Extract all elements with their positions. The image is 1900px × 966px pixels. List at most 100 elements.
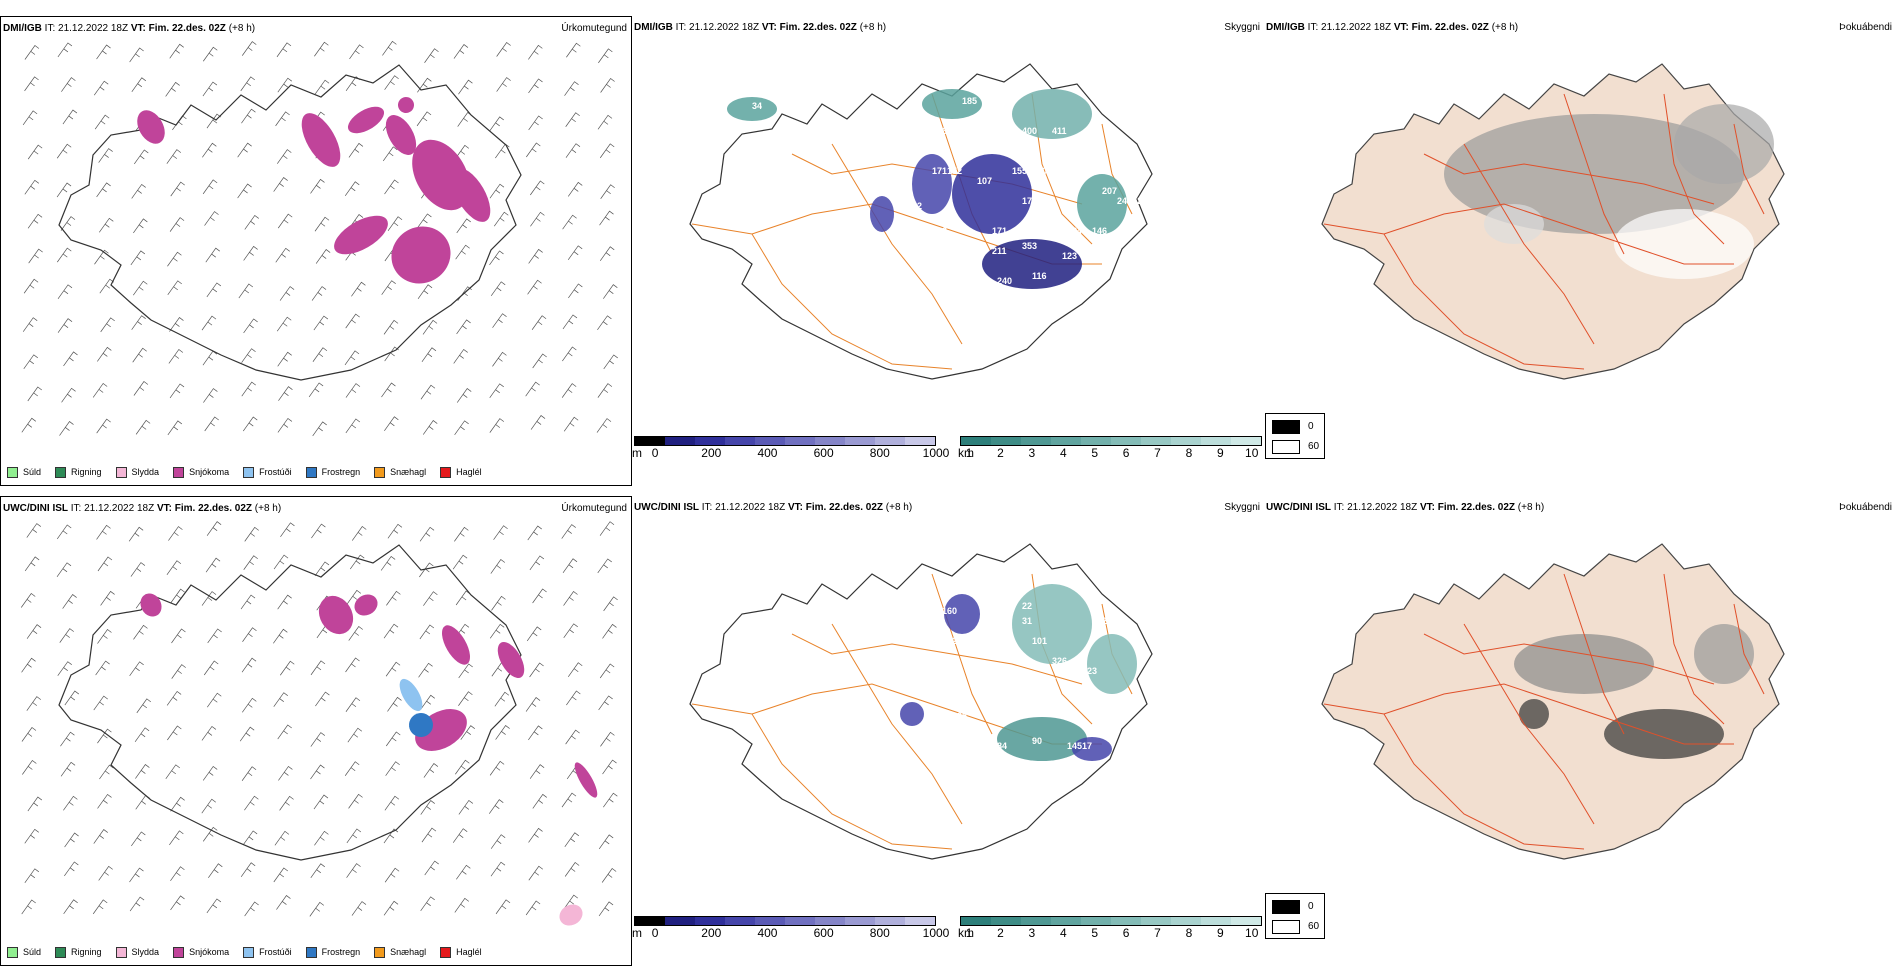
wind-barb bbox=[599, 143, 615, 159]
wind-barb bbox=[95, 660, 110, 676]
wind-barb bbox=[136, 698, 152, 714]
legend-label: Snjókoma bbox=[189, 947, 230, 957]
wind-barb bbox=[566, 42, 581, 58]
wind-barb bbox=[310, 764, 325, 780]
vt-value: Fim. 22.des. 02Z bbox=[174, 503, 253, 514]
scale-swatch bbox=[1231, 917, 1261, 925]
wind-barb bbox=[243, 245, 258, 261]
visibility-patch bbox=[727, 97, 777, 121]
wind-barb bbox=[346, 828, 362, 844]
precip-patch bbox=[385, 115, 417, 155]
fog-key-label: 60 bbox=[1308, 441, 1320, 452]
scale-swatch bbox=[665, 437, 695, 445]
wind-barb bbox=[172, 115, 187, 131]
wind-barb bbox=[420, 800, 435, 815]
wind-barb bbox=[458, 79, 473, 95]
ceiling-label: 171 bbox=[932, 166, 947, 176]
ceiling-label: 12 bbox=[922, 736, 932, 746]
it-value: 21.12.2022 18Z bbox=[84, 503, 155, 514]
wind-barb bbox=[244, 795, 259, 811]
scale-swatch bbox=[1021, 437, 1051, 445]
legend-item: Snjókoma bbox=[173, 946, 230, 958]
vt-value: Fim. 22.des. 02Z bbox=[805, 502, 884, 513]
ceiling-label: 211 bbox=[992, 246, 1007, 256]
fog-panel-bottom: UWC/DINI ISL IT: 21.12.2022 18Z VT: Fim.… bbox=[1264, 496, 1896, 966]
wind-barb bbox=[273, 867, 289, 883]
wind-barb bbox=[458, 691, 473, 706]
precip-patch bbox=[409, 713, 433, 737]
legend-label: Frostregn bbox=[321, 467, 361, 477]
wind-barb bbox=[63, 899, 78, 915]
wind-barb bbox=[456, 864, 471, 880]
wind-barb bbox=[62, 109, 78, 125]
legend-swatch bbox=[374, 946, 386, 958]
scale-tick-label: 600 bbox=[813, 926, 834, 940]
wind-barb bbox=[26, 523, 42, 538]
ceiling-label: 131 bbox=[1092, 251, 1107, 261]
wind-barb bbox=[132, 347, 147, 363]
scale-swatch bbox=[1021, 917, 1051, 925]
wind-barb bbox=[277, 724, 292, 740]
wind-barb bbox=[458, 799, 474, 815]
wind-barb bbox=[351, 281, 366, 297]
wind-barb bbox=[454, 420, 469, 436]
wind-barb bbox=[208, 863, 223, 879]
wind-barb bbox=[417, 284, 433, 299]
ceiling-label: 172 bbox=[947, 166, 962, 176]
scale-tick-label: 1 bbox=[965, 926, 973, 940]
wind-barb bbox=[528, 248, 543, 264]
road-network bbox=[1323, 93, 1765, 370]
wind-barb bbox=[455, 590, 471, 606]
ceiling-label: 184 bbox=[992, 741, 1007, 751]
wind-barb bbox=[205, 557, 221, 573]
ceiling-label: 25 bbox=[1047, 201, 1057, 211]
wind-barb bbox=[345, 313, 360, 329]
scale-swatch bbox=[961, 917, 991, 925]
wind-barb bbox=[346, 863, 361, 878]
ceiling-label: 326 bbox=[1052, 656, 1067, 666]
wind-barb bbox=[63, 795, 78, 811]
wind-barb bbox=[167, 725, 182, 741]
scale-colorbar bbox=[960, 436, 1262, 446]
wind-barb bbox=[273, 628, 288, 644]
wind-barb bbox=[165, 764, 180, 780]
ceiling-label: 146 bbox=[1092, 226, 1107, 236]
scale-swatch bbox=[845, 437, 875, 445]
wind-barb bbox=[133, 280, 148, 296]
ceiling-label: 145 bbox=[1067, 741, 1082, 751]
wind-barb bbox=[278, 386, 293, 401]
wind-barb bbox=[201, 591, 217, 606]
wind-barb bbox=[57, 661, 72, 676]
scale-swatch bbox=[785, 917, 815, 925]
wind-barb bbox=[169, 43, 184, 59]
wind-barb bbox=[417, 77, 432, 93]
panel-title: Skyggni bbox=[1224, 502, 1260, 513]
wind-barb bbox=[57, 284, 73, 300]
scale-swatch bbox=[755, 917, 785, 925]
wind-barb bbox=[454, 897, 470, 913]
visibility-patch bbox=[900, 702, 924, 726]
wind-barb bbox=[346, 589, 362, 605]
wind-barb bbox=[490, 834, 506, 849]
wind-barb bbox=[565, 729, 580, 745]
road-line bbox=[1423, 153, 1715, 205]
scale-tick-label: 9 bbox=[1216, 926, 1224, 940]
scale-swatch bbox=[905, 437, 935, 445]
precip-patch bbox=[354, 594, 378, 616]
road-line bbox=[1463, 143, 1595, 345]
wind-barb bbox=[348, 142, 364, 158]
wind-barb bbox=[311, 286, 327, 301]
wind-barb bbox=[203, 388, 218, 403]
vt-label: VT: bbox=[130, 23, 146, 34]
wind-barb bbox=[529, 555, 545, 571]
wind-barb bbox=[203, 660, 219, 676]
scale-tick-label: 600 bbox=[813, 446, 834, 460]
wind-barb bbox=[529, 764, 545, 779]
wind-barb bbox=[531, 315, 547, 330]
wind-barb bbox=[205, 247, 221, 263]
wind-barb bbox=[312, 421, 327, 437]
wind-barb bbox=[240, 594, 256, 610]
it-label: IT: bbox=[675, 22, 687, 33]
visibility-patch bbox=[912, 154, 952, 214]
